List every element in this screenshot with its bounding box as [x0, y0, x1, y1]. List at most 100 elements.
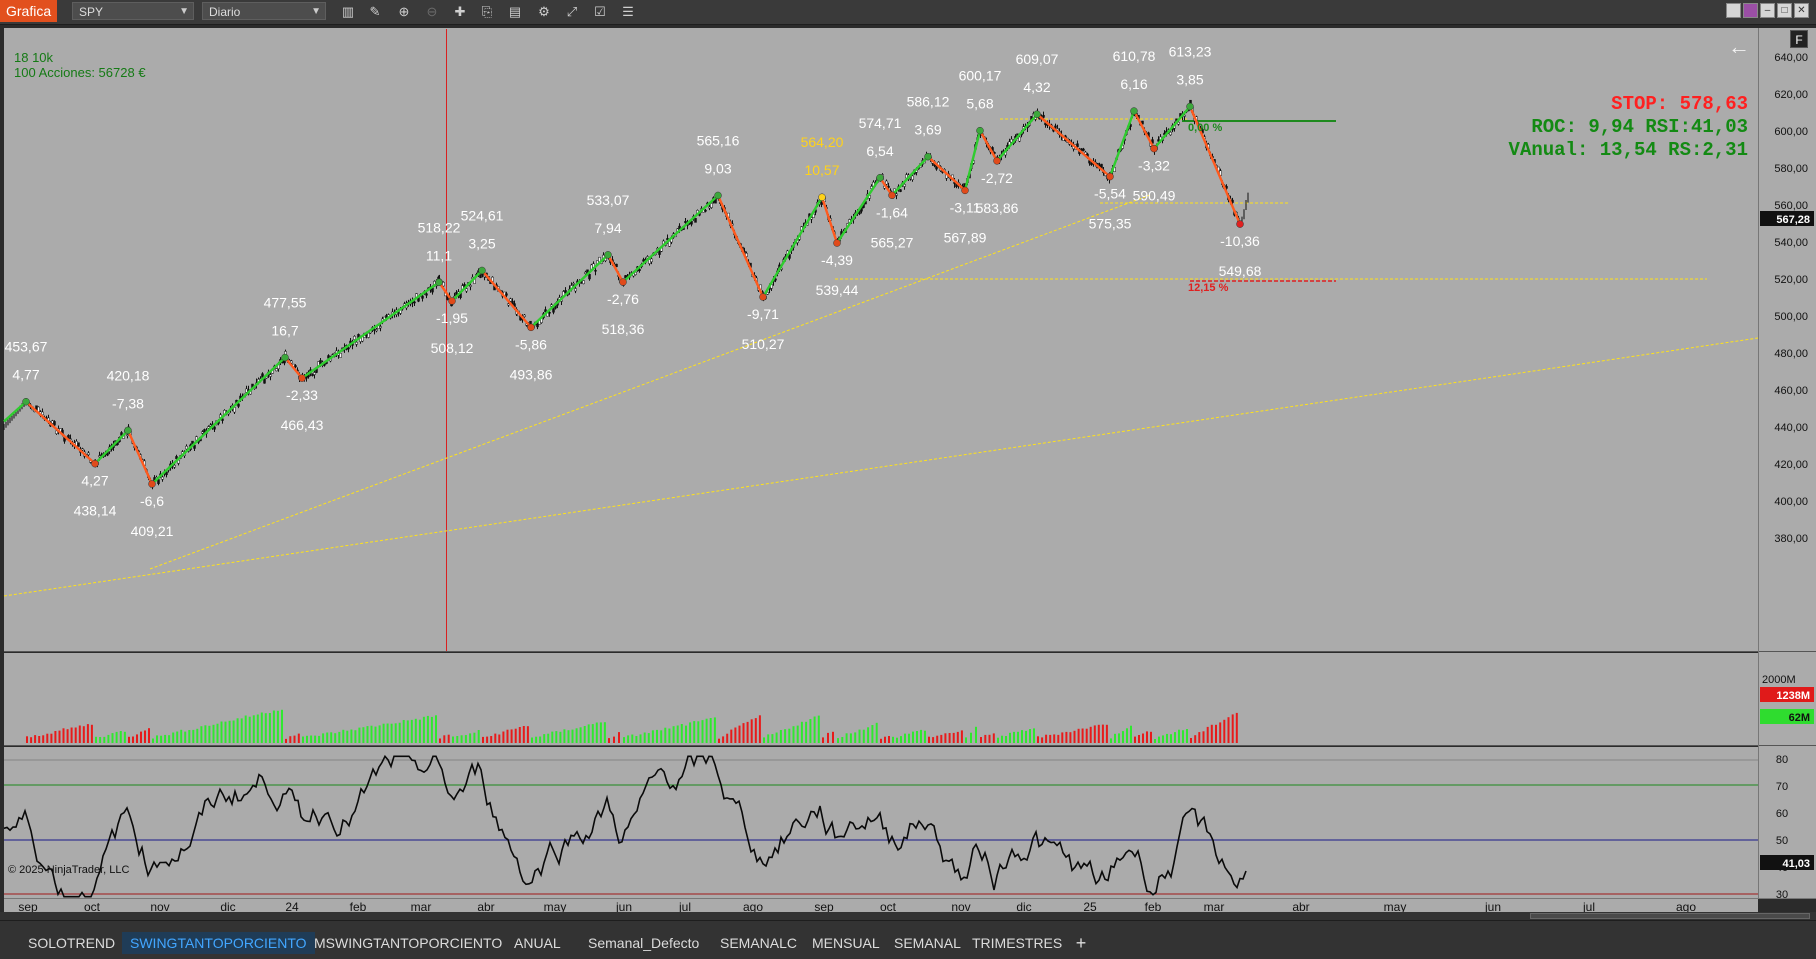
- tab-solotrend[interactable]: SOLOTREND: [28, 935, 116, 951]
- zoom-in-icon[interactable]: ⊕: [398, 4, 410, 19]
- volume-bar: [656, 729, 658, 743]
- price-chart[interactable]: 4,77 453,67 4,27 438,14 -7,38 420,18 -6,6 409,2…: [0, 25, 1816, 920]
- volume-bar: [30, 737, 33, 743]
- tab-semanal-defecto[interactable]: Semanal_Defecto: [588, 935, 700, 951]
- volume-bar: [924, 730, 926, 743]
- volume-bar: [567, 730, 570, 743]
- volume-bar: [293, 735, 296, 743]
- volume-bar: [763, 737, 765, 743]
- volume-bar: [394, 723, 397, 743]
- swing-segment: [622, 194, 719, 283]
- price-tick: 420,00: [1774, 459, 1808, 471]
- price-axis-panel: [1758, 28, 1816, 899]
- volume-bar: [1219, 722, 1222, 743]
- swing-labels: 4,77 453,67 4,27 438,14 -7,38 420,18 -6,6 409,2…: [5, 44, 1262, 539]
- tab-anual[interactable]: ANUAL: [514, 935, 561, 951]
- volume-bar: [473, 732, 476, 743]
- volume-bar: [70, 727, 73, 743]
- volume-bar: [1162, 735, 1164, 743]
- swing-price-label: 493,86: [510, 366, 553, 382]
- chevron-down-icon: ▼: [179, 6, 189, 17]
- volume-bar: [904, 733, 906, 743]
- volume-bar: [697, 721, 700, 743]
- back-arrow-icon[interactable]: ←: [1728, 34, 1750, 59]
- volume-bar: [944, 733, 947, 743]
- bar-style-icon[interactable]: ▥: [341, 4, 355, 19]
- interval-select[interactable]: Diario ▼: [202, 2, 326, 20]
- restore-icon[interactable]: [1726, 3, 1741, 18]
- volume-bar: [366, 726, 369, 743]
- volume-bar: [192, 729, 195, 743]
- tab-semanalc[interactable]: SEMANALC: [720, 935, 798, 951]
- volume-bar: [730, 729, 733, 743]
- swing-price-label: 466,43: [281, 417, 324, 433]
- volume-bar: [1206, 726, 1209, 743]
- volume-bar: [426, 715, 429, 743]
- swing-price-label: 508,12: [431, 340, 474, 356]
- volume-bar: [302, 736, 304, 743]
- swing-segment: [927, 155, 966, 192]
- volume-bar: [82, 726, 85, 743]
- chart-f-button[interactable]: F: [1790, 30, 1808, 48]
- swing-segment: [891, 155, 929, 197]
- close-icon[interactable]: ✕: [1794, 3, 1809, 18]
- crosshair-icon[interactable]: ✚: [454, 4, 466, 19]
- rsi-badge: [1760, 855, 1814, 870]
- volume-bar: [988, 734, 991, 743]
- swing-price-label: 564,20: [801, 134, 844, 150]
- swing-segment: [530, 253, 609, 329]
- volume-bar: [916, 731, 918, 743]
- volume-bar: [1001, 735, 1003, 743]
- swing-price-label: 510,27: [742, 336, 785, 352]
- color-icon[interactable]: [1743, 3, 1758, 18]
- volume-bar: [1069, 732, 1072, 743]
- volume-bar: [314, 735, 317, 743]
- volume-bar: [571, 729, 574, 743]
- volume-bar: [212, 724, 215, 743]
- volume-bar: [443, 735, 446, 743]
- volume-bar: [827, 732, 829, 743]
- indicators-icon[interactable]: ⤢: [566, 4, 578, 19]
- tab-mswingtantoporciento[interactable]: MSWINGTANTOPORCIENTO: [314, 935, 503, 951]
- swing-price-label: 533,07: [587, 192, 630, 208]
- tab-swingtantoporciento[interactable]: SWINGTANTOPORCIENTO: [122, 932, 315, 954]
- minimize-icon[interactable]: –: [1760, 3, 1775, 18]
- data-box-icon[interactable]: ⎘: [481, 4, 493, 19]
- strategies-icon[interactable]: ⚙: [538, 4, 550, 19]
- tab-trimestres[interactable]: TRIMESTRES: [972, 935, 1063, 951]
- properties-icon[interactable]: ☑: [594, 4, 606, 19]
- swing-price-label: 409,21: [131, 523, 174, 539]
- volume-bar: [705, 718, 708, 743]
- swing-lines: [3, 105, 1242, 485]
- tab-semanal[interactable]: SEMANAL: [894, 935, 961, 951]
- volume-bar: [555, 731, 558, 743]
- volume-bar: [956, 731, 959, 743]
- chart-area[interactable]: 4,77 453,67 4,27 438,14 -7,38 420,18 -6,6 409,2…: [0, 25, 1816, 920]
- volume-bar: [486, 736, 489, 743]
- draw-icon[interactable]: ✎: [369, 4, 381, 19]
- volume-bar: [531, 737, 533, 743]
- swing-point: [22, 397, 30, 406]
- symbol-select[interactable]: SPY ▼: [72, 2, 194, 20]
- volume-bar: [975, 726, 977, 743]
- volume-bar: [1142, 733, 1144, 743]
- tab-mensual[interactable]: MENSUAL: [812, 935, 880, 951]
- volume-bar: [456, 736, 459, 743]
- zoom-out-icon[interactable]: ⊖: [426, 4, 438, 19]
- swing-segment: [820, 196, 839, 244]
- templates-icon[interactable]: ▤: [508, 4, 522, 19]
- list-icon[interactable]: ☰: [622, 4, 634, 19]
- swing-pct-label: 3,85: [1176, 72, 1203, 88]
- volume-bar: [54, 731, 57, 743]
- horizontal-scrollbar[interactable]: [0, 912, 1816, 920]
- price-tick: 500,00: [1774, 311, 1808, 323]
- swing-price-label: 586,12: [907, 94, 950, 110]
- swing-point: [448, 297, 456, 305]
- volume-bar: [38, 736, 41, 743]
- add-tab-button[interactable]: +: [1075, 933, 1087, 953]
- volume-bar: [176, 731, 179, 743]
- scrollbar-thumb[interactable]: [1530, 913, 1810, 919]
- volume-bar: [477, 730, 480, 743]
- maximize-icon[interactable]: □: [1777, 3, 1792, 18]
- vanual-text: VAnual: 13,54 RS:2,31: [1509, 139, 1748, 161]
